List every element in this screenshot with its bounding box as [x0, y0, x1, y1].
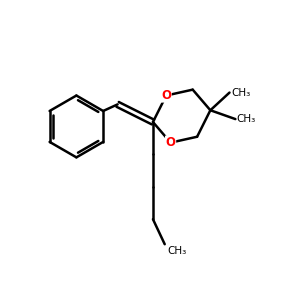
- Text: CH₃: CH₃: [168, 246, 187, 256]
- Text: O: O: [161, 89, 171, 102]
- Text: O: O: [166, 136, 176, 149]
- Text: CH₃: CH₃: [231, 88, 250, 98]
- Text: CH₃: CH₃: [237, 114, 256, 124]
